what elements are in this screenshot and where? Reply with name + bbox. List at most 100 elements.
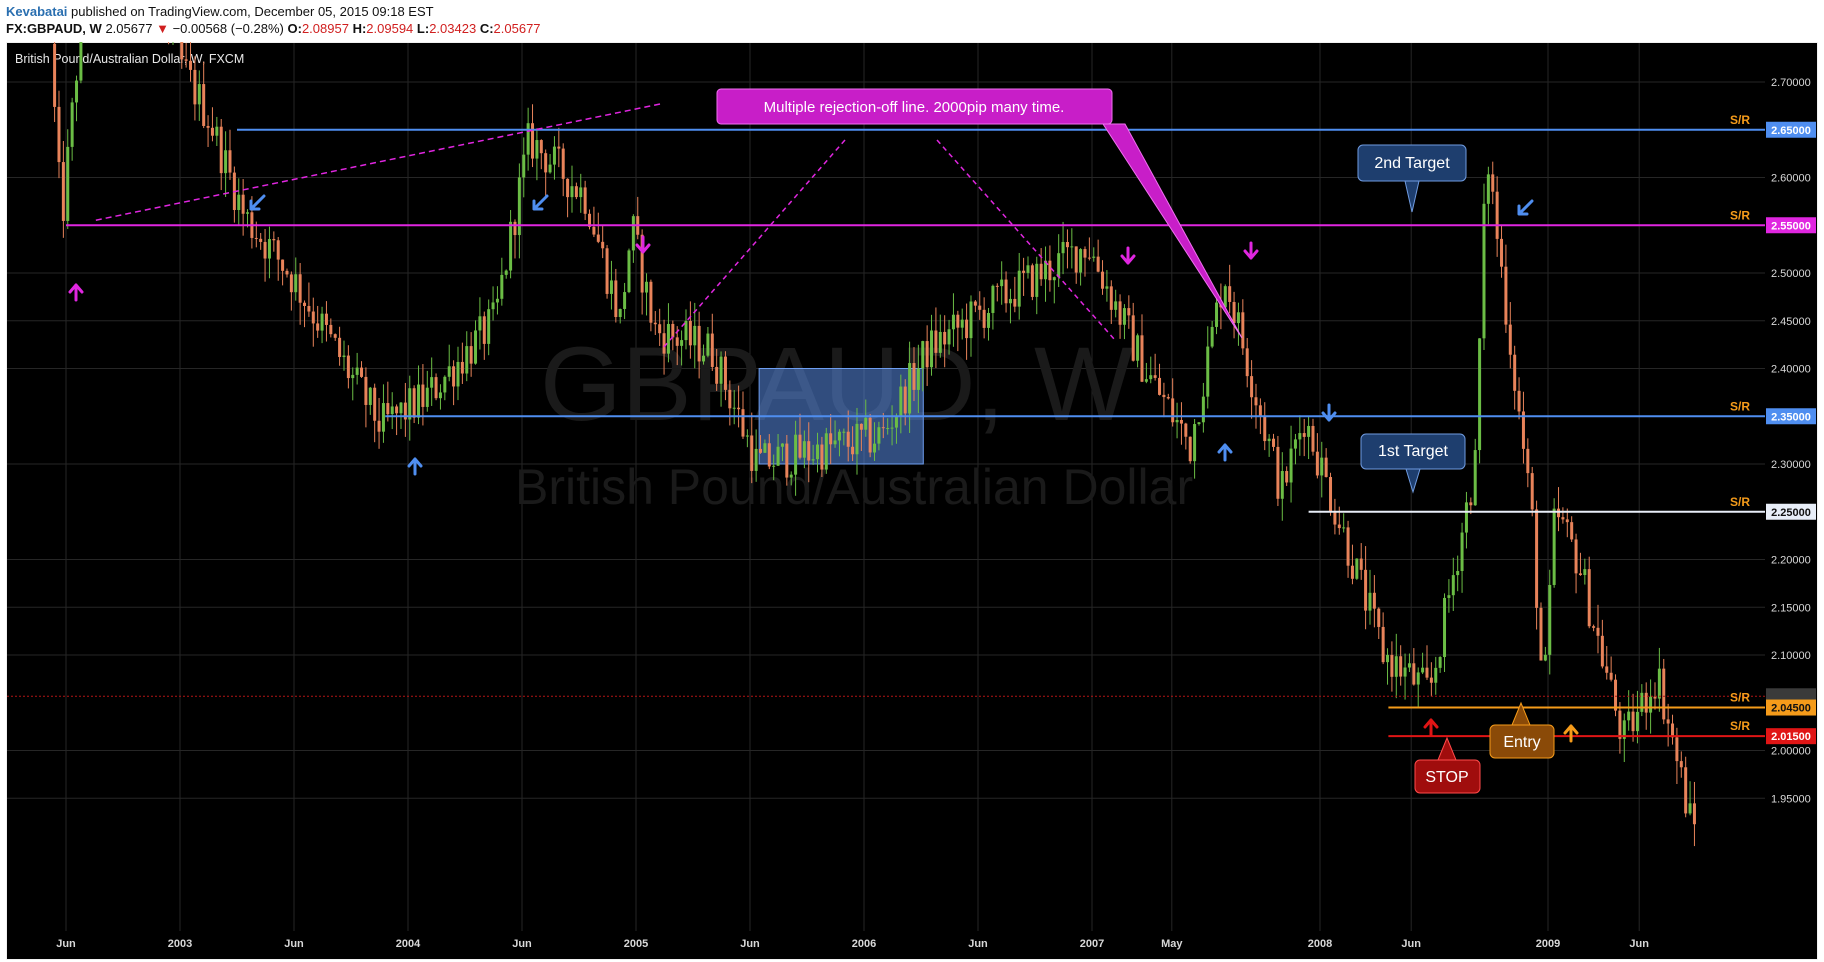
candle-body [425,387,429,407]
candle-body [789,474,793,478]
candle-body [1526,448,1530,474]
candle-body [710,333,714,367]
candle-body [1166,397,1170,399]
candle-body [982,309,986,328]
candle-body [75,80,79,103]
candle-body [991,285,995,313]
candle-body [763,443,767,453]
candle-body [1013,298,1017,307]
author-link[interactable]: Kevabatai [6,4,68,19]
candle-body [509,221,513,271]
candle-body [987,312,991,328]
candle-body [1101,271,1105,289]
candle-body [355,367,359,375]
candle-body [1679,761,1683,768]
candle-body [1456,571,1460,576]
sr-price-badge [1766,408,1816,425]
candle-body [535,140,539,159]
candle-body [1372,592,1376,609]
candle-body [1052,277,1056,281]
candle-body [381,403,385,432]
candle-body [552,146,556,165]
price-chart[interactable]: GBPAUD, W British Pound/Australian Dolla… [0,42,1824,962]
candle-body [1136,335,1140,361]
candle-body [1346,527,1350,566]
candle-body [947,329,951,345]
candle-body [373,387,377,421]
candle-body [623,292,627,309]
candle-body [1486,174,1490,204]
candle-body [1552,508,1556,585]
candle-body [1236,312,1240,324]
y-ticks: 2.800002.750002.700002.600002.500002.450… [1771,77,1811,805]
target2-text: 2nd Target [1374,155,1450,172]
stop-text: STOP [1425,769,1468,786]
candle-body [460,361,464,374]
arrow-up-icon [68,283,84,302]
candle-body [1583,569,1587,576]
callouts: Multiple rejection-off line. 2000pip man… [716,88,1555,794]
candle-body [1175,419,1179,423]
candle-body [1153,375,1157,378]
candle-body [1044,260,1048,280]
candle-body [434,377,438,399]
candle-body [1539,607,1543,661]
candle-body [1666,719,1670,724]
x-tick-label: 2008 [1308,938,1332,950]
rejection-pointer-left [662,139,846,349]
candle-body [368,387,372,405]
rejection-callout-tail [1102,123,1243,339]
candle-body [1618,710,1622,739]
candle-body [1022,270,1026,273]
candle-body [1232,301,1236,324]
candle-body [666,323,670,354]
candle-body [452,366,456,387]
candle-body [294,274,298,293]
candle-body [1241,312,1245,349]
candle-body [890,427,894,429]
open-value: 2.08957 [301,21,349,36]
low-value: 2.03423 [429,21,477,36]
candle-body [311,311,315,324]
rejection-callout-text: Multiple rejection-off line. 2000pip man… [764,99,1065,116]
arrow-up-icon [1423,718,1439,737]
price-axis[interactable] [1765,43,1817,931]
candle-body [741,409,745,437]
trend-line-dashed [91,103,661,222]
candle-body [702,355,706,362]
candle-body [1210,326,1214,347]
x-tick-label: 2007 [1080,938,1104,950]
candle-body [1144,379,1148,382]
candle-body [772,465,776,467]
candle-body [237,194,241,211]
entry-callout [1489,724,1555,759]
rejection-callout [716,88,1113,125]
candle-body [653,322,657,325]
candle-body [706,333,710,356]
high-label: H: [352,21,367,36]
x-tick-label: May [1161,938,1183,950]
candle-body [544,153,548,173]
candle-body [1443,597,1447,658]
candle-body [377,420,381,432]
candle-body [1438,657,1442,668]
x-tick-label: 2004 [396,938,421,950]
candle-body [219,126,223,174]
candle-body [601,241,605,249]
candle-body [316,323,320,331]
candle-body [737,407,741,410]
candle-body [1561,517,1565,520]
candle-body [640,234,644,293]
candle-body [1048,260,1052,281]
candle-body [1675,737,1679,762]
candle-body [513,221,517,236]
candle-body [1543,654,1547,661]
symbol-label[interactable]: FX:GBPAUD, W [6,21,102,36]
candle-body [894,416,898,428]
symbol-info: FX:GBPAUD, W 2.05677 ▼ −0.00568 (−0.28%)… [6,21,541,36]
candle-body [1039,263,1043,280]
sr-levels: S/R 2.65000 S/R 2.55000 S/R 2.35000 S/R 2.25000… [7,113,1816,745]
candle-body [1289,448,1293,483]
sr-price-badge [1766,121,1816,138]
time-axis[interactable] [7,931,1817,959]
